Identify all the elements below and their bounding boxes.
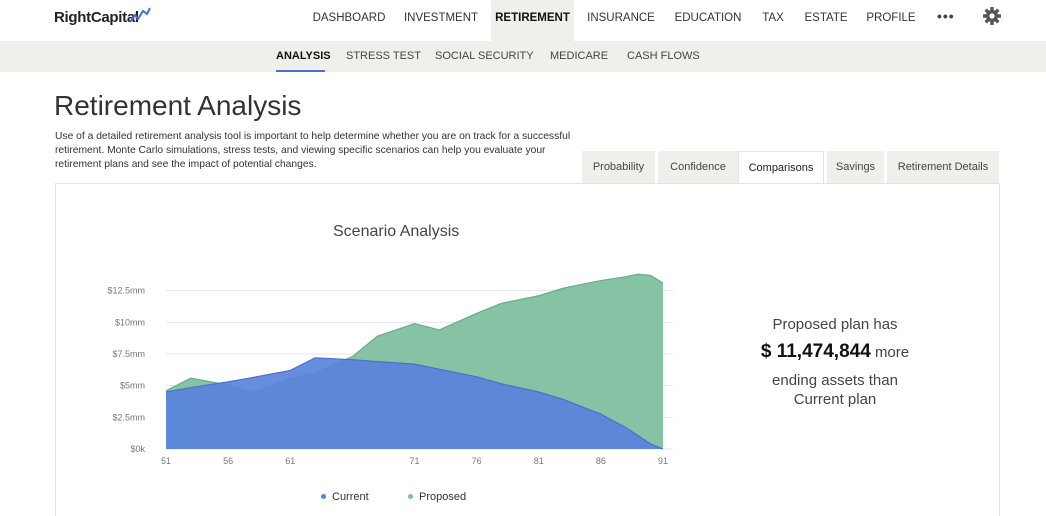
- legend-proposed-dot: [408, 493, 413, 499]
- nav-investment[interactable]: INVESTMENT: [403, 12, 479, 24]
- app-logo[interactable]: RightCapital: [54, 9, 139, 26]
- y-tick-label: $7.5mm: [112, 349, 145, 359]
- summary-amount-row: $ 11,474,844 more: [720, 341, 950, 363]
- x-tick-label: 71: [409, 456, 419, 466]
- tab-comparisons[interactable]: Comparisons: [738, 151, 824, 184]
- top-nav-bar: RightCapital DASHBOARD INVESTMENT RETIRE…: [0, 0, 1046, 41]
- legend-current-label: Current: [332, 491, 369, 503]
- y-tick-label: $2.5mm: [112, 412, 145, 422]
- summary-amount: $ 11,474,844: [760, 341, 871, 362]
- nav-tax[interactable]: TAX: [762, 12, 784, 24]
- subnav-analysis[interactable]: ANALYSIS: [276, 50, 331, 62]
- y-tick-label: $5mm: [120, 381, 145, 391]
- x-tick-label: 86: [596, 456, 606, 466]
- gear-icon[interactable]: [982, 6, 1002, 26]
- page-description: Use of a detailed retirement analysis to…: [55, 131, 571, 170]
- chart-title: Scenario Analysis: [333, 223, 460, 240]
- tab-savings[interactable]: Savings: [827, 151, 884, 183]
- x-tick-label: 76: [472, 456, 482, 466]
- summary-line-4: Current plan: [793, 391, 877, 408]
- legend-current[interactable]: Current: [321, 491, 369, 503]
- comparison-summary: Proposed plan has $ 11,474,844 more endi…: [720, 316, 950, 409]
- x-tick-label: 56: [223, 456, 233, 466]
- summary-line-1: Proposed plan has: [772, 316, 898, 333]
- page-title: Retirement Analysis: [54, 90, 302, 121]
- y-tick-label: $12.5mm: [107, 286, 145, 296]
- current-area: [166, 357, 663, 449]
- legend-proposed-label: Proposed: [419, 491, 467, 503]
- summary-line-3: ending assets than: [772, 372, 898, 389]
- nav-dashboard[interactable]: DASHBOARD: [312, 12, 386, 24]
- nav-profile[interactable]: PROFILE: [866, 12, 916, 24]
- active-subnav-underline: [276, 70, 325, 72]
- subnav-social-security[interactable]: SOCIAL SECURITY: [435, 50, 534, 62]
- current-line: [165, 357, 664, 450]
- sub-nav-bar: ANALYSIS STRESS TEST SOCIAL SECURITY MED…: [0, 41, 1046, 72]
- subnav-medicare[interactable]: MEDICARE: [550, 50, 609, 62]
- summary-more: more: [874, 344, 910, 361]
- subnav-stress-test[interactable]: STRESS TEST: [346, 50, 421, 62]
- nav-insurance[interactable]: INSURANCE: [587, 12, 655, 24]
- x-tick-label: 61: [285, 456, 295, 466]
- y-tick-label: $0k: [130, 444, 145, 454]
- tab-probability[interactable]: Probability: [582, 151, 655, 183]
- ellipsis-icon[interactable]: •••: [937, 8, 955, 24]
- x-tick-label: 81: [534, 456, 544, 466]
- tab-confidence[interactable]: Confidence: [658, 151, 738, 183]
- nav-education[interactable]: EDUCATION: [674, 12, 742, 24]
- legend-current-dot: [321, 493, 326, 499]
- y-tick-label: $10mm: [115, 317, 145, 327]
- x-tick-label: 91: [658, 456, 668, 466]
- tab-retirement-details[interactable]: Retirement Details: [887, 151, 999, 183]
- subnav-cash-flows[interactable]: CASH FLOWS: [627, 50, 700, 62]
- legend-proposed[interactable]: Proposed: [408, 491, 466, 503]
- nav-retirement[interactable]: RETIREMENT: [491, 0, 574, 41]
- nav-estate[interactable]: ESTATE: [804, 12, 848, 24]
- x-tick-label: 51: [161, 456, 171, 466]
- scenario-analysis-chart: $0k $2.5mm $5mm $7.5mm $10mm $12.5mm 51 56 61 71 7…: [107, 273, 673, 466]
- logo-chart-icon: [129, 7, 151, 23]
